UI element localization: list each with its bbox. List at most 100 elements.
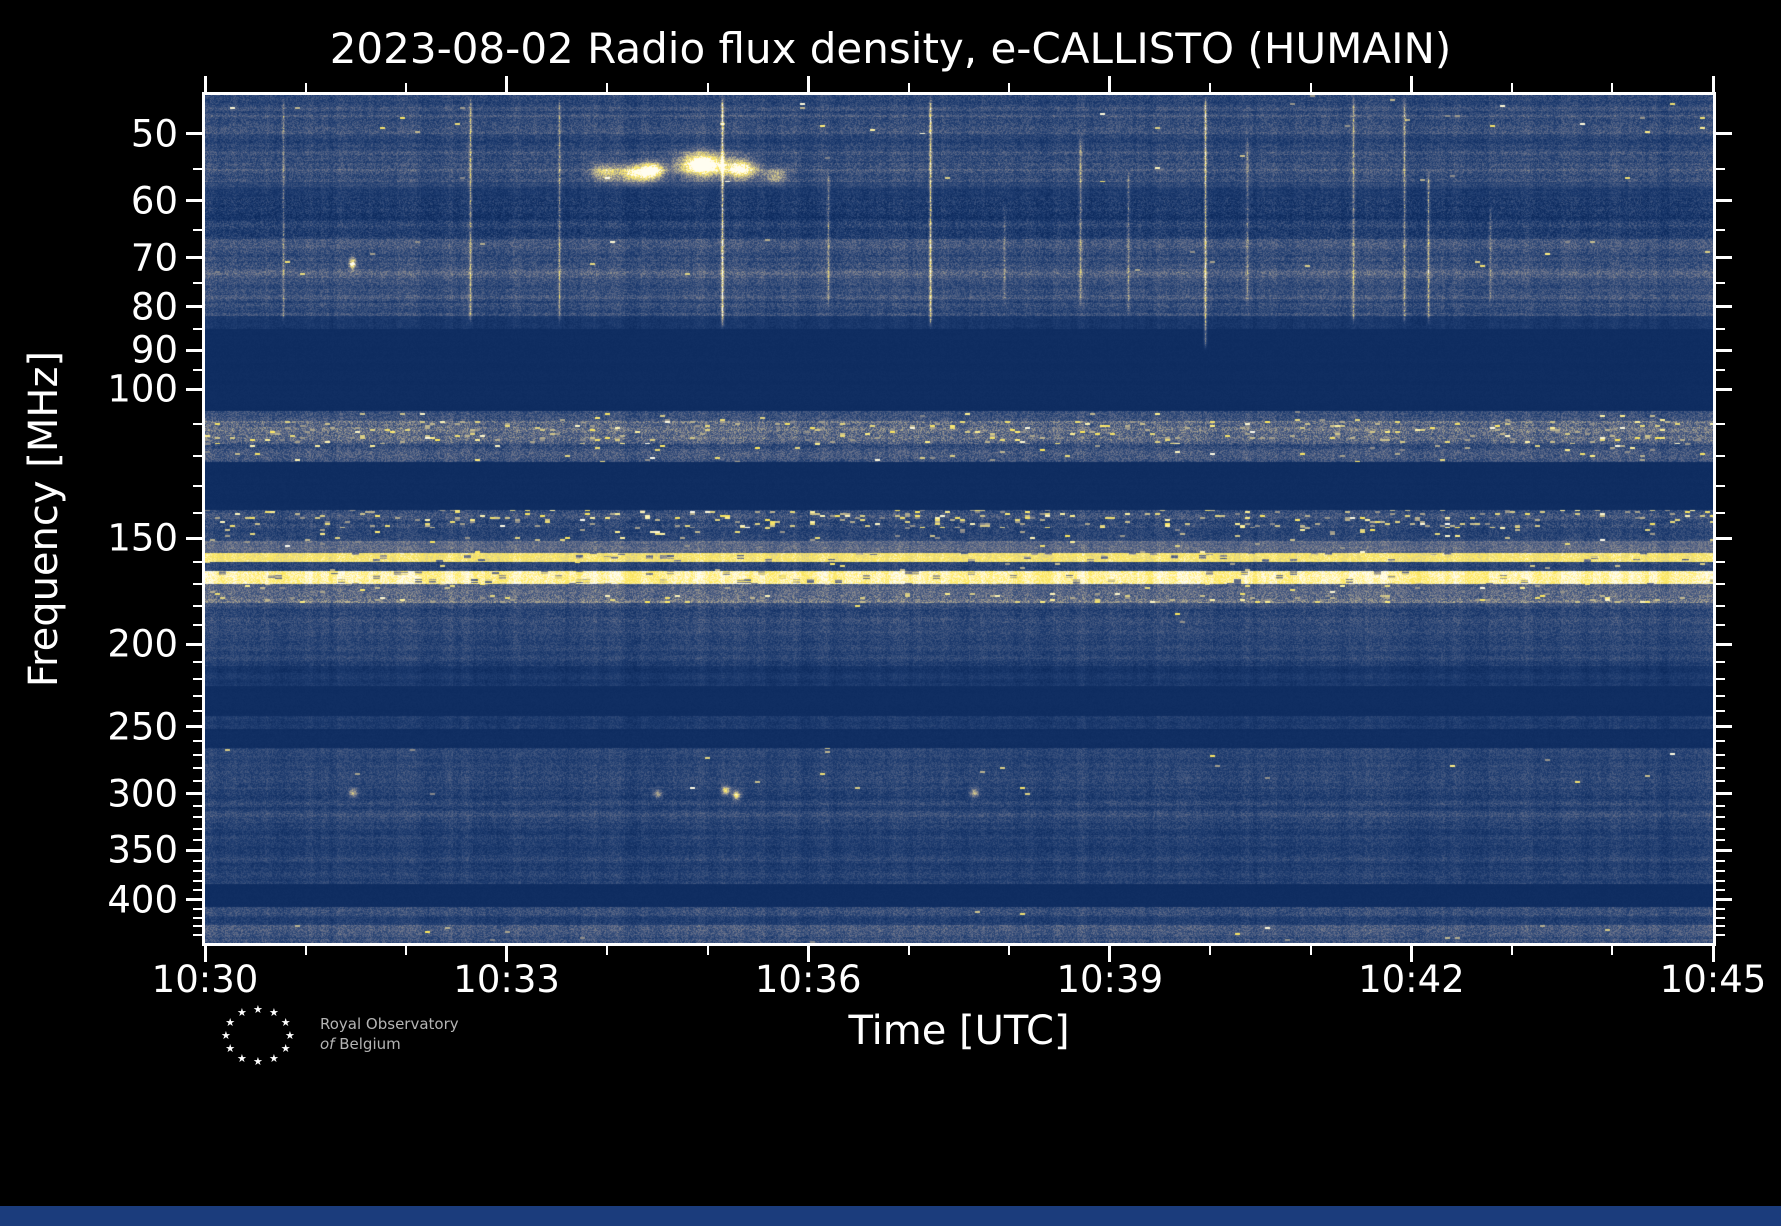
- y-tick-major-right: [1716, 642, 1732, 646]
- chart-title: 2023-08-02 Radio flux density, e-CALLIST…: [329, 24, 1452, 73]
- star-icon: ★: [237, 1051, 247, 1065]
- star-icon: ★: [269, 1006, 279, 1020]
- y-tick-major: [186, 305, 202, 309]
- x-tick-minor: [1510, 946, 1513, 955]
- rob-logo-stars-icon: ★ ★ ★ ★ ★ ★ ★ ★ ★ ★ ★ ★: [215, 1000, 305, 1070]
- x-tick-minor: [304, 946, 307, 955]
- y-tick-minor-right: [1716, 583, 1725, 586]
- x-tick-minor-top: [1510, 83, 1513, 92]
- y-tick-minor-right: [1716, 694, 1725, 697]
- star-icon: ★: [253, 1055, 263, 1068]
- rob-logo-line1: Royal Observatory: [320, 1015, 459, 1033]
- x-tick-minor: [606, 946, 609, 955]
- y-tick-minor: [193, 816, 202, 819]
- y-tick-label: 150: [107, 516, 178, 560]
- y-tick-minor-right: [1716, 780, 1725, 783]
- x-tick-major-top: [806, 76, 810, 92]
- x-tick-minor-top: [1008, 83, 1011, 92]
- star-icon: ★: [253, 1003, 263, 1016]
- star-icon: ★: [221, 1029, 231, 1042]
- y-tick-minor: [193, 678, 202, 681]
- x-tick-minor-top: [907, 83, 910, 92]
- y-tick-major-right: [1716, 132, 1732, 136]
- y-tick-major-right: [1716, 256, 1732, 260]
- x-tick-label: 10:42: [1358, 958, 1465, 1001]
- y-tick-minor: [193, 859, 202, 862]
- y-tick-major-right: [1716, 305, 1732, 309]
- rob-logo-line2-of: of: [320, 1035, 335, 1053]
- y-tick-minor-right: [1716, 753, 1725, 756]
- y-tick-minor-right: [1716, 511, 1725, 514]
- y-tick-minor: [193, 753, 202, 756]
- rob-logo-line2-belgium: Belgium: [339, 1035, 401, 1053]
- y-tick-label: 350: [107, 828, 178, 872]
- y-tick-major: [186, 256, 202, 260]
- y-tick-minor-right: [1716, 167, 1725, 170]
- y-tick-minor-right: [1716, 804, 1725, 807]
- y-tick-minor: [193, 710, 202, 713]
- y-tick-minor-right: [1716, 933, 1725, 936]
- x-tick-label: 10:33: [453, 958, 560, 1001]
- y-tick-minor-right: [1716, 739, 1725, 742]
- x-tick-minor-top: [1611, 83, 1614, 92]
- y-tick-minor: [193, 661, 202, 664]
- y-tick-minor: [193, 739, 202, 742]
- y-tick-label: 80: [130, 285, 178, 329]
- y-tick-minor-right: [1716, 827, 1725, 830]
- y-tick-minor-right: [1716, 423, 1725, 426]
- y-tick-major: [186, 642, 202, 646]
- y-tick-minor-right: [1716, 282, 1725, 285]
- y-tick-minor-right: [1716, 889, 1725, 892]
- y-tick-minor-right: [1716, 455, 1725, 458]
- y-tick-minor-right: [1716, 879, 1725, 882]
- y-tick-minor-right: [1716, 229, 1725, 232]
- y-tick-minor: [193, 604, 202, 607]
- y-tick-major-right: [1716, 848, 1732, 852]
- y-tick-minor-right: [1716, 907, 1725, 910]
- y-tick-major-right: [1716, 199, 1732, 203]
- star-icon: ★: [280, 1016, 291, 1029]
- x-axis-label: Time [UTC]: [848, 1008, 1070, 1054]
- y-tick-major: [186, 725, 202, 729]
- y-tick-minor-right: [1716, 816, 1725, 819]
- star-icon: ★: [280, 1042, 291, 1055]
- x-tick-minor-top: [606, 83, 609, 92]
- x-tick-major: [203, 946, 207, 962]
- y-tick-minor: [193, 369, 202, 372]
- y-tick-minor: [193, 561, 202, 564]
- y-tick-major-right: [1716, 898, 1732, 902]
- y-tick-minor-right: [1716, 369, 1725, 372]
- y-tick-minor-right: [1716, 916, 1725, 919]
- x-tick-major: [1409, 946, 1413, 962]
- star-icon: ★: [237, 1006, 247, 1020]
- y-tick-minor: [193, 780, 202, 783]
- y-tick-minor: [193, 583, 202, 586]
- y-tick-minor: [193, 455, 202, 458]
- y-tick-label: 50: [130, 112, 178, 156]
- y-tick-minor-right: [1716, 328, 1725, 331]
- y-tick-major: [186, 199, 202, 203]
- y-tick-minor: [193, 423, 202, 426]
- y-tick-minor-right: [1716, 859, 1725, 862]
- y-tick-major: [186, 898, 202, 902]
- y-tick-major-right: [1716, 387, 1732, 391]
- star-icon: ★: [285, 1029, 295, 1042]
- y-tick-minor-right: [1716, 838, 1725, 841]
- x-tick-major-top: [1108, 76, 1112, 92]
- rob-logo-line2: of Belgium: [320, 1034, 459, 1054]
- y-tick-minor: [193, 933, 202, 936]
- y-tick-label: 400: [107, 878, 178, 922]
- y-tick-major: [186, 387, 202, 391]
- y-tick-minor: [193, 511, 202, 514]
- y-tick-major-right: [1716, 792, 1732, 796]
- x-tick-minor: [1309, 946, 1312, 955]
- y-tick-minor-right: [1716, 561, 1725, 564]
- y-tick-minor: [193, 229, 202, 232]
- x-tick-minor: [706, 946, 709, 955]
- y-tick-label: 60: [130, 179, 178, 223]
- star-icon: ★: [225, 1016, 236, 1029]
- x-tick-label: 10:45: [1659, 958, 1767, 1001]
- y-tick-major: [186, 348, 202, 352]
- y-tick-major-right: [1716, 536, 1732, 540]
